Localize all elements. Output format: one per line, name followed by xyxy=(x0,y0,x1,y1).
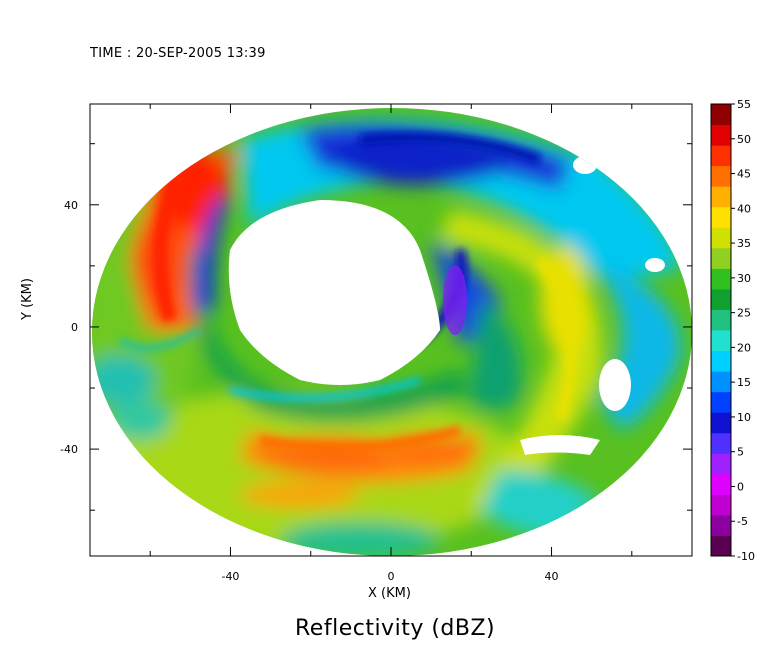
colorbar-tick-label: -10 xyxy=(737,550,755,563)
colorbar-segment xyxy=(711,145,731,167)
colorbar-tick-label: 55 xyxy=(737,98,751,111)
colorbar-segment xyxy=(711,453,731,475)
colorbar-frame xyxy=(710,103,732,557)
colorbar-segment xyxy=(711,371,731,393)
colorbar-segment xyxy=(711,288,731,310)
colorbar-segment xyxy=(711,309,731,331)
colorbar-tick-label: 10 xyxy=(737,411,751,424)
colorbar-segment xyxy=(711,227,731,249)
colorbar-segment xyxy=(711,412,731,434)
colorbar-tick-label: 0 xyxy=(737,480,744,493)
colorbar-segment xyxy=(711,494,731,516)
colorbar-segment xyxy=(711,206,731,228)
colorbar-tick-label: 25 xyxy=(737,307,751,320)
y-tick-label: -40 xyxy=(60,443,78,456)
colorbar-segment xyxy=(711,514,731,536)
axis-ticks: -40 0 40 40 0 -40 xyxy=(60,104,692,583)
colorbar-segment xyxy=(711,535,731,557)
colorbar-segment xyxy=(711,330,731,352)
x-tick-label: -40 xyxy=(221,570,239,583)
colorbar-segment xyxy=(711,350,731,372)
time-label: TIME : 20-SEP-2005 13:39 xyxy=(90,46,266,61)
colorbar-segment xyxy=(711,124,731,146)
colorbar-segment xyxy=(711,391,731,413)
colorbar-segment xyxy=(711,104,731,126)
y-axis-label: Y (KM) xyxy=(20,278,35,320)
colorbar-tick-label: 20 xyxy=(737,341,751,354)
colorbar-segment xyxy=(711,268,731,290)
eye-region xyxy=(228,200,440,385)
colorbar-tick-label: 40 xyxy=(737,202,751,215)
colorbar-segment xyxy=(711,473,731,495)
colorbar-tick-label: -5 xyxy=(737,515,748,528)
colorbar-tick-label: 35 xyxy=(737,237,751,250)
colorbar-tick-label: 5 xyxy=(737,446,744,459)
y-tick-label: 0 xyxy=(71,321,78,334)
colorbar-segment xyxy=(711,247,731,269)
y-tick-label: 40 xyxy=(64,199,78,212)
x-tick-label: 40 xyxy=(545,570,559,583)
colorbar-segment xyxy=(711,165,731,187)
x-axis-label: X (KM) xyxy=(368,586,411,601)
colorbar-tick-label: 45 xyxy=(737,168,751,181)
reflectivity-field xyxy=(92,108,692,556)
colorbar-tick-label: 50 xyxy=(737,133,751,146)
colorbar-tick-label: 30 xyxy=(737,272,751,285)
colorbar-segment xyxy=(711,432,731,454)
colorbar-segment xyxy=(711,186,731,208)
chart-title: Reflectivity (dBZ) xyxy=(295,616,496,641)
colorbar-tick-label: 15 xyxy=(737,376,751,389)
x-tick-label: 0 xyxy=(388,570,395,583)
